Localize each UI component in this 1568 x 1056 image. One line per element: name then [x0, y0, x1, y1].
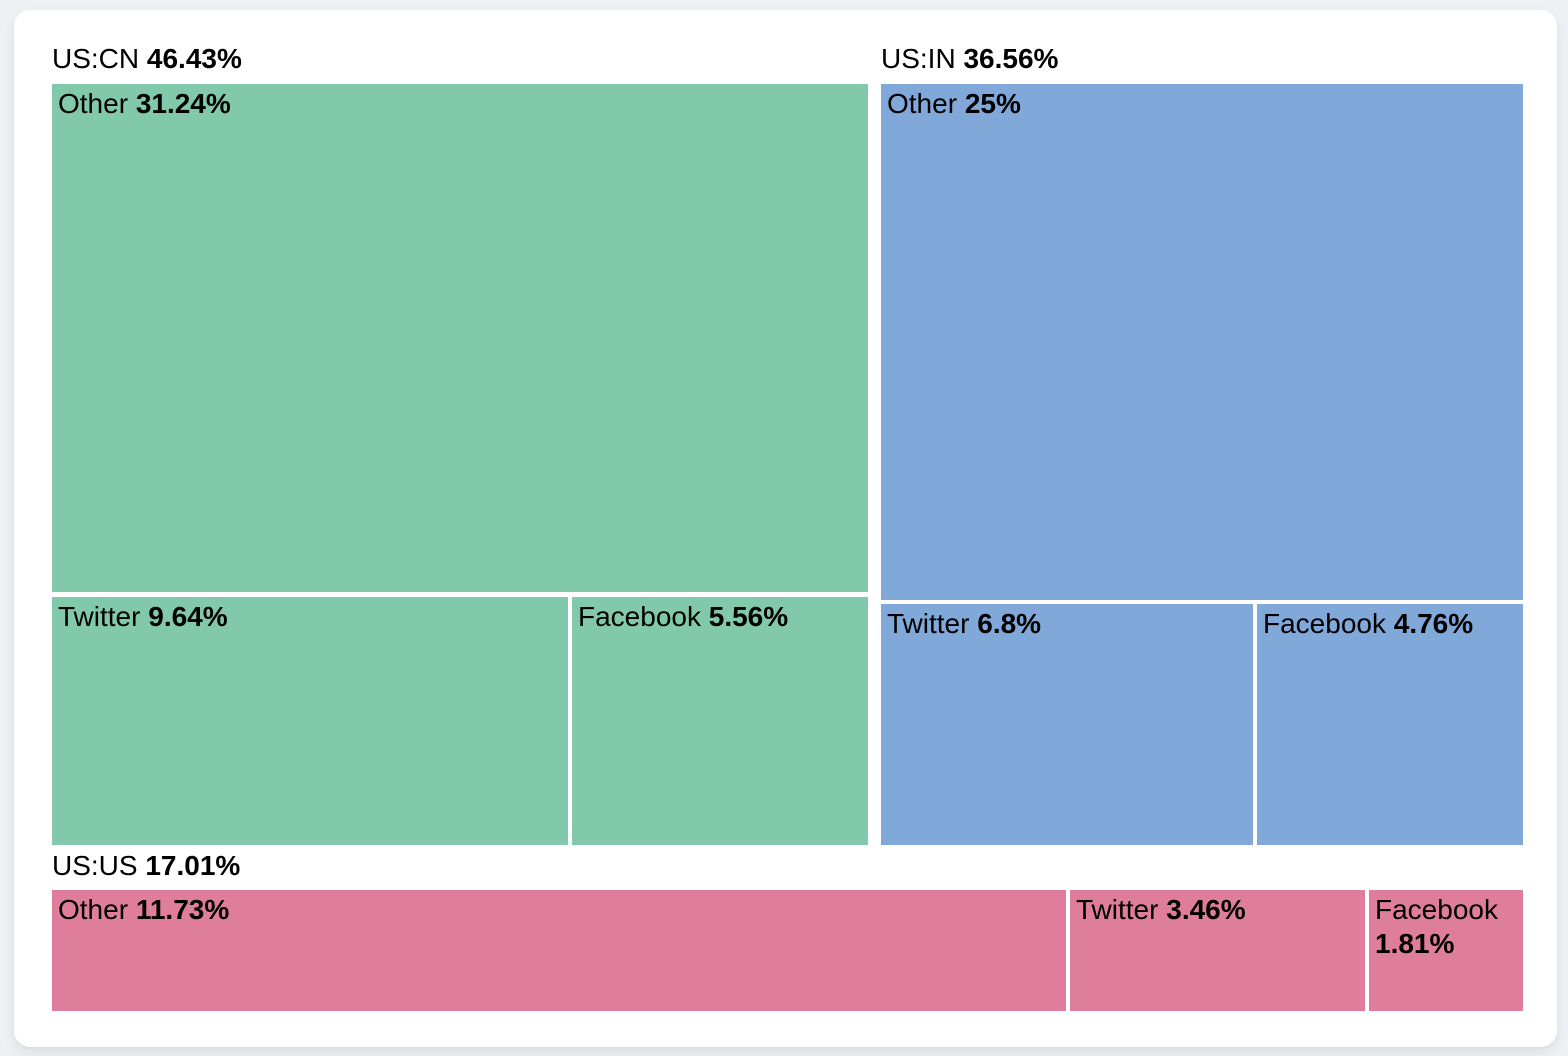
tile-us-cn-twitter[interactable]: Twitter 9.64%: [52, 597, 568, 845]
group-label: US:IN: [881, 43, 956, 74]
tile-value: 6.8%: [977, 608, 1042, 639]
tile-us-in-facebook[interactable]: Facebook 4.76%: [1257, 604, 1523, 845]
tile-value: 3.46%: [1166, 894, 1246, 925]
group-label: US:CN: [52, 43, 140, 74]
tile-label: Twitter: [1076, 894, 1159, 925]
group-label: US:US: [52, 850, 138, 881]
tile-us-us-other[interactable]: Other 11.73%: [52, 890, 1066, 1011]
tile-value: 1.81%: [1375, 928, 1455, 959]
tile-label: Other: [887, 88, 958, 119]
tile-label: Twitter: [887, 608, 970, 639]
tile-us-cn-other[interactable]: Other 31.24%: [52, 84, 868, 592]
tile-value: 25%: [964, 88, 1021, 119]
tile-value: 5.56%: [708, 601, 789, 632]
tile-us-in-twitter[interactable]: Twitter 6.8%: [881, 604, 1253, 845]
tile-us-us-twitter[interactable]: Twitter 3.46%: [1070, 890, 1365, 1011]
tile-value: 4.76%: [1393, 608, 1474, 639]
tile-label: Twitter: [58, 601, 141, 632]
tile-us-in-other[interactable]: Other 25%: [881, 84, 1523, 600]
tile-label: Facebook: [1263, 608, 1386, 639]
group-value: 36.56%: [963, 43, 1059, 74]
group-header-us-cn[interactable]: US:CN 46.43%: [52, 42, 242, 76]
group-value: 17.01%: [145, 850, 241, 881]
tile-label: Facebook: [578, 601, 701, 632]
tile-label: Other: [58, 894, 129, 925]
tile-us-cn-facebook[interactable]: Facebook 5.56%: [572, 597, 868, 845]
tile-value: 11.73%: [135, 894, 230, 925]
tile-label: Other: [58, 88, 129, 119]
treemap-card: US:CN 46.43% US:IN 36.56% US:US 17.01% O…: [14, 10, 1557, 1047]
group-header-us-us[interactable]: US:US 17.01%: [52, 849, 240, 883]
tile-label: Facebook: [1375, 894, 1498, 925]
group-header-us-in[interactable]: US:IN 36.56%: [881, 42, 1058, 76]
group-value: 46.43%: [146, 43, 242, 74]
tile-value: 31.24%: [135, 88, 231, 119]
tile-value: 9.64%: [148, 601, 228, 632]
tile-us-us-facebook[interactable]: Facebook 1.81%: [1369, 890, 1523, 1011]
